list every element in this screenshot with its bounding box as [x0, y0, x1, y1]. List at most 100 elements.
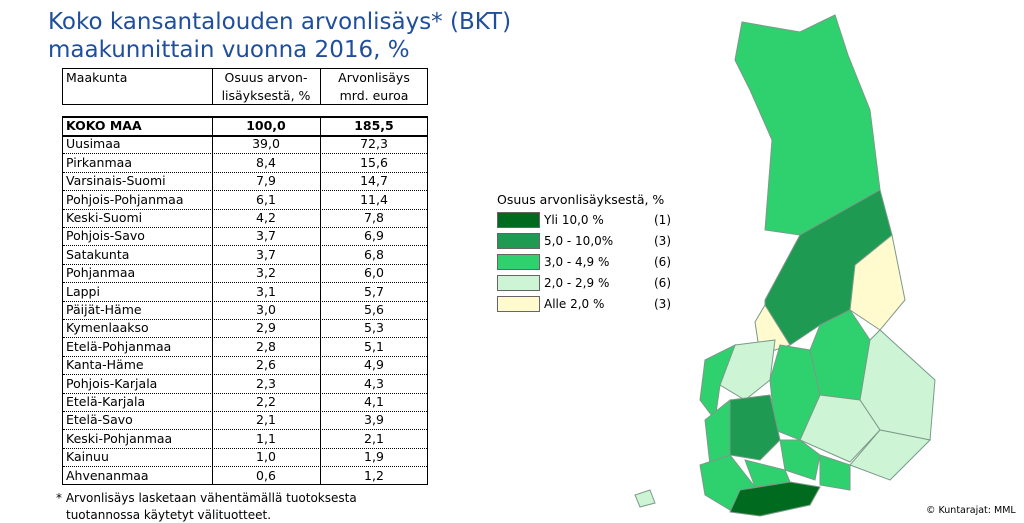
legend-label: 5,0 - 10,0%	[544, 234, 614, 248]
legend-count: (3)	[654, 297, 671, 311]
row-separator	[63, 134, 427, 137]
table-cell: 11,4	[360, 191, 388, 207]
table-cell: 1,0	[256, 449, 276, 465]
row-separator	[63, 392, 427, 394]
map	[634, 14, 936, 517]
table-cell: 6,0	[364, 265, 384, 281]
table-cell: 5,6	[364, 302, 384, 317]
row-separator	[63, 355, 427, 357]
legend-count: (6)	[654, 255, 671, 269]
table-cell: Ahvenanmaa	[66, 467, 149, 483]
legend-swatch	[497, 233, 540, 249]
row-separator	[63, 300, 427, 302]
table-cell: 4,1	[364, 394, 384, 409]
legend-label: 2,0 - 2,9 %	[544, 276, 610, 290]
row-separator	[63, 263, 427, 265]
table-cell: Pohjois-Savo	[66, 228, 145, 244]
table-cell: Lappi	[66, 283, 100, 299]
table-cell: 8,4	[256, 154, 276, 170]
table-cell: 5,7	[364, 283, 384, 299]
table-cell: 100,0	[246, 118, 286, 133]
header-cell: lisäyksestä, %	[221, 88, 311, 103]
header-cell: mrd. euroa	[339, 88, 409, 103]
table-cell: 39,0	[252, 136, 280, 152]
legend-count: (3)	[654, 234, 671, 248]
row-separator	[63, 466, 427, 468]
legend-label: 3,0 - 4,9 %	[544, 255, 610, 269]
table-cell: 2,3	[256, 375, 276, 391]
table-cell: Satakunta	[66, 246, 130, 262]
table-cell: Keski-Pohjanmaa	[66, 430, 173, 446]
credit: © Kuntarajat: MML	[926, 505, 1016, 516]
table-cell: 7,9	[256, 173, 276, 189]
table-cell: 2,9	[256, 320, 276, 336]
table-cell: Päijät-Häme	[66, 302, 142, 317]
title: Koko kansantalouden arvonlisäys* (BKT)	[48, 9, 512, 35]
table-cell: Pohjois-Pohjanmaa	[66, 191, 184, 207]
table-cell: Varsinais-Suomi	[66, 173, 166, 189]
table-cell: Etelä-Pohjanmaa	[66, 338, 172, 354]
row-separator	[63, 226, 427, 228]
table-cell: 7,8	[364, 210, 384, 225]
table-cell: 72,3	[360, 136, 388, 152]
table-cell: 2,2	[256, 394, 276, 409]
table-cell: 2,6	[256, 357, 276, 373]
region	[799, 394, 881, 463]
table-cell: Kanta-Häme	[66, 357, 144, 373]
row-separator	[63, 410, 427, 412]
table-cell: Etelä-Karjala	[66, 394, 146, 409]
table-cell: 6,9	[364, 228, 384, 244]
table-cell: Keski-Suomi	[66, 210, 143, 225]
table-cell: 1,9	[364, 449, 384, 465]
title: maakunnittain vuonna 2016, %	[48, 37, 410, 63]
row-separator	[63, 337, 427, 339]
row-separator	[63, 374, 427, 376]
col-divider	[212, 116, 213, 484]
region	[819, 454, 851, 491]
footnote: tuotannossa käytetyt välituotteet.	[66, 508, 272, 522]
region	[729, 394, 781, 461]
table-body-box	[62, 116, 428, 485]
row-separator	[63, 153, 427, 155]
header-cell: Osuus arvon-	[224, 70, 308, 85]
table-cell: 15,6	[360, 154, 388, 170]
table-cell: 0,6	[256, 467, 276, 483]
region	[699, 343, 736, 422]
table-cell: Pohjois-Karjala	[66, 375, 158, 391]
table-cell: 185,5	[354, 118, 394, 133]
header-cell: Maakunta	[66, 70, 128, 85]
row-separator	[63, 190, 427, 192]
legend-swatch	[497, 296, 540, 312]
col-divider	[320, 116, 321, 484]
table-cell: 3,9	[364, 412, 384, 428]
table-cell: Pirkanmaa	[66, 154, 132, 170]
legend-count: (1)	[654, 213, 671, 227]
table-cell: 3,1	[256, 283, 276, 299]
table-cell: 3,2	[256, 265, 276, 281]
table-cell: 1,1	[256, 430, 276, 446]
table-cell: 3,0	[256, 302, 276, 317]
row-separator	[63, 245, 427, 247]
region	[779, 439, 821, 481]
col-divider	[320, 68, 321, 105]
table-cell: 2,8	[256, 338, 276, 354]
region	[634, 489, 656, 508]
table-cell: 5,1	[364, 338, 384, 354]
row-separator	[63, 208, 427, 210]
table-cell: 6,1	[256, 191, 276, 207]
legend-swatch	[497, 275, 540, 291]
region	[729, 481, 821, 517]
table-cell: Kymenlaakso	[66, 320, 149, 336]
legend-title: Osuus arvonlisäyksestä, %	[497, 192, 665, 207]
table-cell: Etelä-Savo	[66, 412, 133, 428]
region	[734, 14, 881, 236]
footnote: * Arvonlisäys lasketaan vähentämällä tuo…	[56, 491, 357, 505]
table-cell: 14,7	[360, 173, 388, 189]
header-cell: Arvonlisäys	[338, 70, 410, 85]
table-cell: 1,2	[364, 467, 384, 483]
table-cell: 6,8	[364, 246, 384, 262]
table-cell: 4,3	[364, 375, 384, 391]
legend-swatch	[497, 254, 540, 270]
legend-label: Alle 2,0 %	[544, 297, 605, 311]
table-cell: Pohjanmaa	[66, 265, 136, 281]
